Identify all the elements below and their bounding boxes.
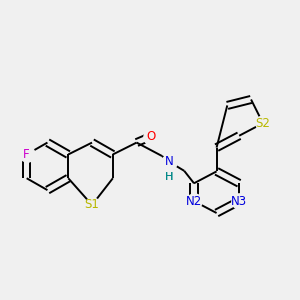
Text: H: H bbox=[165, 172, 173, 182]
Text: S1: S1 bbox=[85, 199, 100, 212]
Text: N3: N3 bbox=[231, 195, 247, 208]
Text: O: O bbox=[146, 130, 155, 143]
Text: H: H bbox=[165, 172, 173, 182]
Text: N2: N2 bbox=[186, 195, 202, 208]
Text: F: F bbox=[23, 148, 30, 161]
Text: N: N bbox=[165, 155, 174, 168]
Text: S2: S2 bbox=[256, 117, 270, 130]
